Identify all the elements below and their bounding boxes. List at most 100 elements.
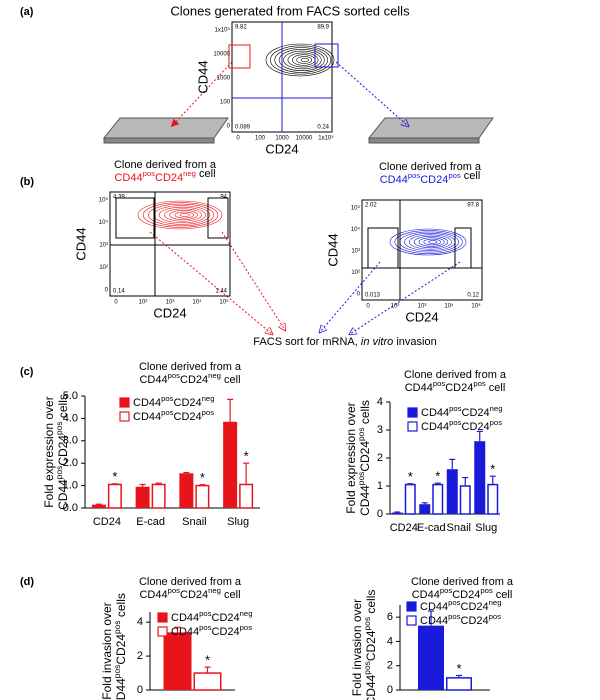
legend-swatch bbox=[407, 421, 418, 432]
chart-subtitle: CD44posCD24pos cell bbox=[405, 379, 506, 394]
contour bbox=[137, 200, 223, 230]
contour bbox=[296, 56, 313, 64]
y-tick-label: 1 bbox=[377, 480, 383, 492]
panel-label: (b) bbox=[20, 176, 34, 188]
contour bbox=[174, 211, 194, 219]
panel-label: (d) bbox=[20, 576, 34, 588]
significance-mark: * bbox=[456, 661, 461, 676]
y-tick-label: 3 bbox=[377, 424, 383, 436]
contour bbox=[265, 43, 335, 77]
x-tick-label: 100 bbox=[255, 136, 266, 142]
clone-subtitle-name: CD44posCD24neg bbox=[114, 169, 195, 184]
legend-swatch bbox=[157, 612, 168, 623]
y-axis-label: CD44posCD24pos cells bbox=[362, 590, 378, 700]
bar bbox=[151, 483, 166, 509]
chart-title: Clone derived from a bbox=[139, 576, 242, 588]
quadrant-value: 94 bbox=[220, 195, 227, 201]
y-axis-label: Fold invasion over bbox=[350, 599, 364, 696]
contour bbox=[278, 49, 325, 71]
arrow bbox=[320, 261, 381, 332]
contour bbox=[418, 237, 445, 247]
quadrant-value: 0.14 bbox=[113, 289, 125, 295]
y-tick-label: 10⁵ bbox=[99, 197, 109, 204]
x-tick-label: E-cad bbox=[417, 522, 446, 534]
arrows bbox=[149, 61, 461, 334]
quadrant-value: 0.12 bbox=[467, 293, 479, 299]
plot-frame bbox=[361, 199, 483, 301]
y-tick-label: 10⁴ bbox=[99, 219, 109, 226]
x-tick-label: 10⁵ bbox=[471, 303, 481, 310]
quadrant-value: 97.8 bbox=[467, 203, 479, 209]
x-tick-label: 10⁴ bbox=[192, 299, 202, 306]
sort-text: invasion bbox=[393, 336, 436, 348]
chart-title: Clone derived from a bbox=[139, 361, 242, 373]
contour bbox=[404, 233, 456, 251]
contour bbox=[413, 235, 449, 249]
legend-label: CD44posCD24pos bbox=[421, 418, 502, 433]
bar bbox=[163, 632, 192, 690]
y-tick-label: 0 bbox=[357, 292, 361, 298]
contour bbox=[287, 52, 319, 68]
contour bbox=[300, 57, 309, 63]
legend-label: CD44posCD24neg bbox=[420, 598, 501, 613]
contour bbox=[164, 208, 202, 222]
x-tick-label: Slug bbox=[475, 522, 497, 534]
bar bbox=[179, 473, 194, 508]
bar bbox=[193, 672, 222, 691]
chart-subtitle: CD44posCD24neg cell bbox=[139, 371, 240, 386]
clone-subtitle-suffix: cell bbox=[461, 170, 481, 182]
sort-label: FACS sort for mRNA, in vitro invasion bbox=[253, 336, 436, 348]
y-tick-label: 10² bbox=[99, 265, 108, 271]
arrow bbox=[350, 261, 461, 334]
bar bbox=[446, 677, 472, 691]
x-tick-label: 10² bbox=[391, 304, 400, 310]
x-tick-label: 10000 bbox=[296, 136, 313, 142]
well-plate bbox=[368, 137, 480, 144]
x-tick-label: 10⁵ bbox=[219, 299, 229, 306]
sort-text: FACS sort for mRNA, bbox=[253, 336, 361, 348]
contour bbox=[179, 213, 190, 217]
contour bbox=[394, 230, 463, 254]
facs-title: Clones generated from FACS sorted cells bbox=[170, 3, 410, 18]
clone-title: Clone derived from a bbox=[379, 161, 482, 173]
y-tick-label: 2 bbox=[137, 650, 143, 662]
plates bbox=[102, 117, 494, 144]
gate bbox=[454, 227, 472, 269]
y-tick-label: 10000 bbox=[213, 52, 230, 58]
significance-mark: * bbox=[244, 449, 249, 464]
y-axis-label: CD44posCD24pos cells bbox=[54, 394, 70, 510]
contour bbox=[274, 47, 328, 73]
legend-label: CD44posCD24pos bbox=[171, 623, 252, 638]
well-plate bbox=[367, 117, 494, 139]
legend-swatch bbox=[157, 626, 168, 637]
x-tick-label: 0 bbox=[236, 136, 240, 142]
contour bbox=[270, 45, 332, 75]
y-tick-label: 0 bbox=[227, 124, 231, 130]
y-tick-label: 10⁴ bbox=[351, 226, 361, 233]
quadrant-value: 4.39 bbox=[113, 195, 125, 201]
x-tick-label: Slug bbox=[227, 516, 249, 528]
y-tick-label: 4 bbox=[137, 616, 143, 628]
y-tick-label: 2 bbox=[377, 452, 383, 464]
bar bbox=[418, 625, 444, 690]
quadrant-value: 0.089 bbox=[235, 125, 251, 131]
contour bbox=[169, 210, 198, 220]
arrow bbox=[221, 231, 285, 330]
bar bbox=[474, 441, 486, 514]
contour bbox=[428, 240, 438, 244]
x-tick-label: 0 bbox=[366, 304, 370, 310]
y-tick-label: 10² bbox=[351, 270, 360, 276]
y-axis-label: CD44posCD24pos cells bbox=[356, 400, 372, 516]
y-axis-label: CD44posCD24pos cells bbox=[112, 593, 128, 700]
x-tick-label: 0 bbox=[114, 300, 118, 306]
bar bbox=[404, 483, 416, 515]
significance-mark: * bbox=[490, 462, 495, 477]
y-tick-label: 1x10⁵ bbox=[215, 27, 231, 34]
x-tick-label: 10² bbox=[139, 300, 148, 306]
x-tick-label: 10³ bbox=[418, 304, 427, 310]
y-tick-label: 3.0 bbox=[63, 435, 78, 447]
x-tick-label: E-cad bbox=[136, 516, 165, 528]
clone-subtitle-name: CD44posCD24pos bbox=[380, 171, 461, 186]
arrow bbox=[335, 61, 408, 126]
